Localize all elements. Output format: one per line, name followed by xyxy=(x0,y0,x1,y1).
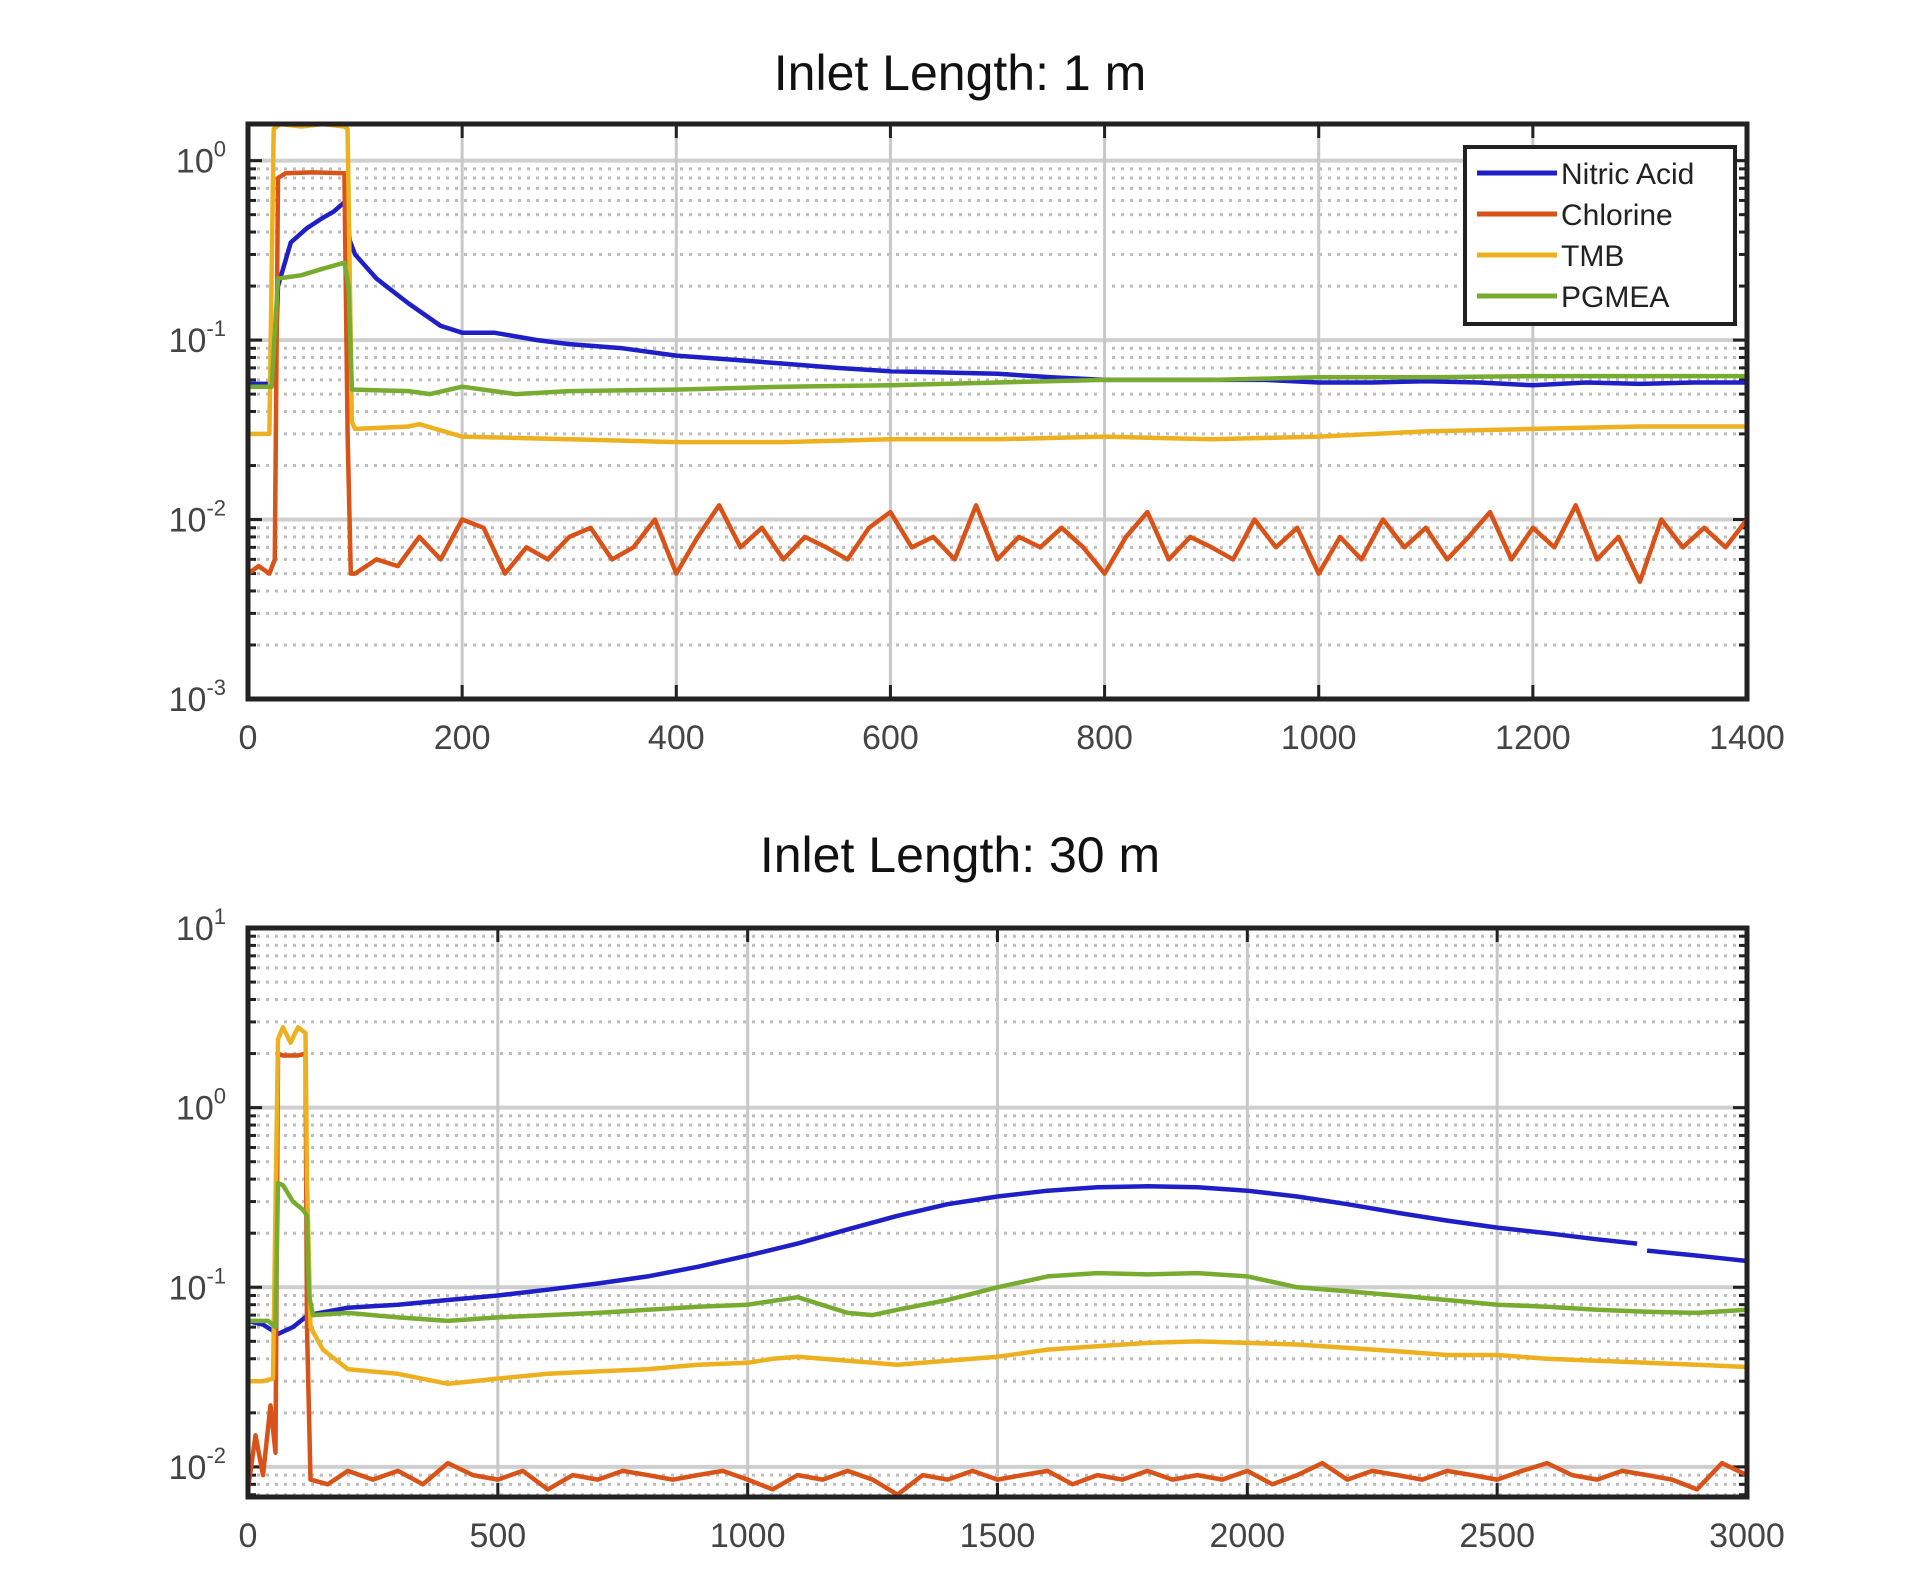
x-tick-label: 0 xyxy=(239,719,258,757)
x-tick-label: 1000 xyxy=(710,1517,786,1555)
legend-label: PGMEA xyxy=(1561,281,1669,314)
legend: Nitric Acid Chlorine TMB PGMEA xyxy=(1463,145,1737,326)
x-tick-label: 200 xyxy=(434,719,491,757)
legend-label: TMB xyxy=(1561,240,1624,273)
y-tick-label: 10-1 xyxy=(169,316,226,360)
axes-box xyxy=(245,121,1750,702)
plot-title-bottom: Inlet Length: 30 m xyxy=(759,827,1161,883)
x-tick-label: 500 xyxy=(469,1517,526,1555)
y-tick-label: 101 xyxy=(176,904,226,948)
series-line-pgmea xyxy=(248,1180,1748,1330)
y-tick-label: 10-1 xyxy=(169,1263,226,1307)
x-tick-label: 1200 xyxy=(1495,719,1571,757)
x-tick-label: 0 xyxy=(239,1517,258,1555)
y-tick-label: 100 xyxy=(176,1084,226,1128)
plot-inlet-30m: 0 500 1000 1500 2000 2500 3000 101 100 10-1 10-2 xyxy=(169,904,1785,1555)
y-tick-label: 10-2 xyxy=(169,496,226,540)
series-line-pgmea xyxy=(248,260,1747,397)
x-tick-label: 1500 xyxy=(960,1517,1036,1555)
x-tick-label: 400 xyxy=(648,719,705,757)
legend-label: Chlorine xyxy=(1561,199,1673,232)
y-tick-label: 10-2 xyxy=(169,1443,226,1487)
x-tick-label: 1000 xyxy=(1281,719,1357,757)
y-tick-label: 100 xyxy=(176,137,226,181)
x-tick-label: 2500 xyxy=(1459,1517,1535,1555)
plot-title-top: Inlet Length: 1 m xyxy=(773,45,1147,101)
x-tick-label: 2000 xyxy=(1210,1517,1286,1555)
legend-label: Nitric Acid xyxy=(1561,158,1694,191)
x-tick-label: 3000 xyxy=(1709,1517,1785,1555)
series-line-nitric-acid xyxy=(247,1184,1748,1337)
x-tick-label: 1400 xyxy=(1709,719,1785,757)
series-line-chlorine xyxy=(246,170,1749,585)
x-tick-label: 600 xyxy=(862,719,919,757)
series-line-tmb xyxy=(248,1025,1748,1387)
y-tick-label: 10-3 xyxy=(169,675,226,719)
axes-box xyxy=(245,925,1750,1500)
plot-inlet-1m: 0 200 400 600 800 1000 1200 1400 100 10-1 10-2 10-3 xyxy=(169,121,1785,757)
x-tick-label: 800 xyxy=(1076,719,1133,757)
series-line-nitric-acid xyxy=(248,198,1747,388)
